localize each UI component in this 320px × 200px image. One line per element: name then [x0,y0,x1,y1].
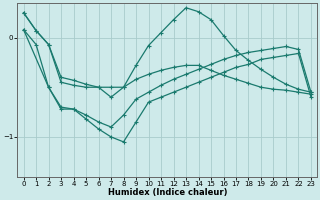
X-axis label: Humidex (Indice chaleur): Humidex (Indice chaleur) [108,188,227,197]
